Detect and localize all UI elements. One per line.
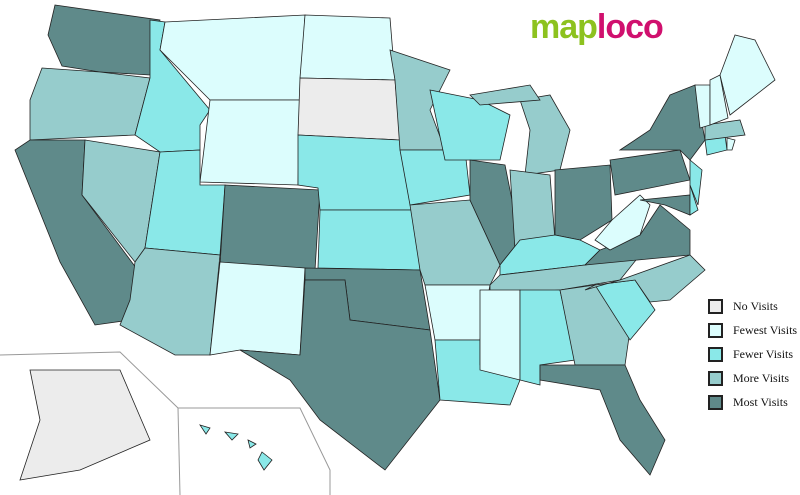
state-me[interactable] — [719, 34, 776, 116]
state-ma[interactable] — [704, 119, 746, 141]
state-hi[interactable] — [199, 424, 211, 435]
legend-item-most: Most Visits — [708, 390, 797, 414]
legend-item-none: No Visits — [708, 294, 797, 318]
state-nj[interactable] — [689, 159, 703, 206]
legend-swatch — [708, 370, 723, 386]
legend-item-fewest: Fewest Visits — [708, 318, 797, 342]
state-pa[interactable] — [609, 149, 691, 196]
state-mi[interactable] — [519, 94, 571, 176]
legend-item-fewer: Fewer Visits — [708, 342, 797, 366]
state-ms[interactable] — [479, 289, 521, 381]
state-nd[interactable] — [299, 14, 396, 81]
state-wi[interactable] — [429, 89, 511, 161]
state-ri[interactable] — [726, 137, 736, 151]
state-co[interactable] — [219, 184, 321, 271]
state-ks[interactable] — [317, 209, 421, 271]
state-de[interactable] — [689, 184, 699, 216]
state-fl[interactable] — [539, 364, 666, 476]
legend: No Visits Fewest Visits Fewer Visits Mor… — [708, 294, 797, 414]
state-wv[interactable] — [594, 194, 651, 251]
state-hi[interactable] — [247, 439, 257, 449]
state-tx[interactable] — [239, 279, 441, 471]
legend-item-more: More Visits — [708, 366, 797, 390]
state-wa[interactable] — [47, 4, 161, 76]
state-nm[interactable] — [209, 261, 306, 356]
state-wy[interactable] — [199, 99, 301, 186]
state-hi[interactable] — [257, 451, 273, 471]
state-oh[interactable] — [554, 164, 613, 241]
legend-swatch — [708, 298, 723, 314]
legend-swatch — [708, 346, 723, 362]
legend-swatch — [708, 394, 723, 410]
inset-borders — [0, 351, 331, 495]
state-mi[interactable] — [469, 84, 541, 106]
state-ny[interactable] — [618, 84, 706, 161]
state-nh[interactable] — [709, 74, 729, 126]
maploco-logo: maploco — [530, 8, 664, 46]
state-az[interactable] — [119, 247, 221, 356]
legend-swatch — [708, 322, 723, 338]
state-ak[interactable] — [19, 369, 151, 481]
state-or[interactable] — [29, 67, 151, 141]
state-hi[interactable] — [223, 431, 239, 441]
state-sd[interactable] — [297, 77, 401, 141]
state-ga[interactable] — [559, 284, 631, 366]
state-nc[interactable] — [584, 254, 706, 303]
